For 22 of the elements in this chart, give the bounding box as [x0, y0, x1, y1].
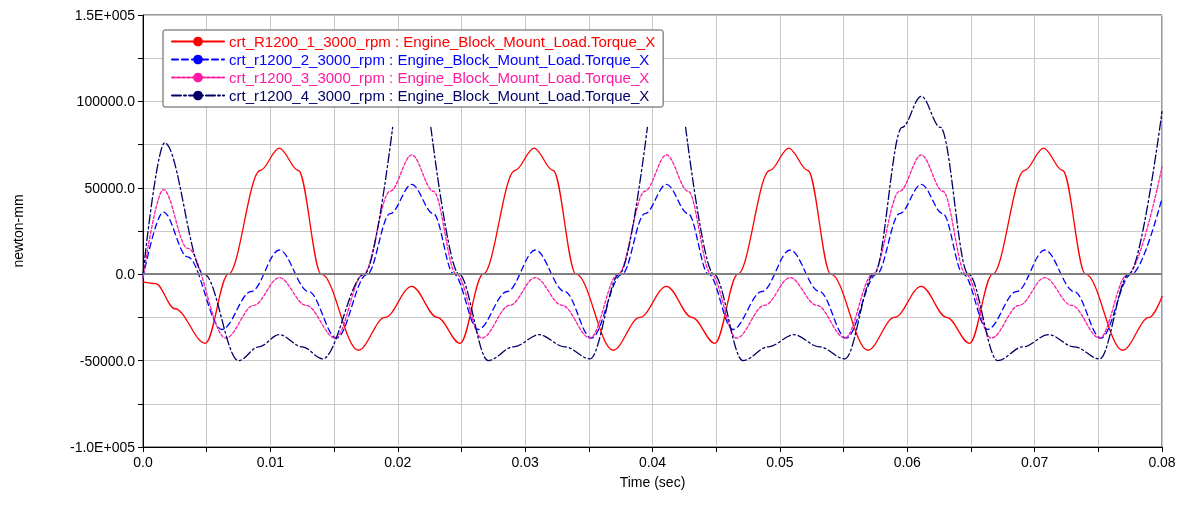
- y-tick-label: -1.0E+005: [70, 439, 136, 455]
- y-tick-label: 100000.0: [76, 93, 136, 110]
- y-tick-label: 50000.0: [84, 179, 136, 196]
- legend-label: crt_R1200_1_3000_rpm : Engine_Block_Mount_Load.Torque_X: [229, 33, 656, 50]
- x-tick-label: 0.03: [511, 454, 539, 470]
- x-tick-label: 0.0: [133, 454, 153, 470]
- line-series: [142, 183, 1163, 339]
- x-tick-label: 0.01: [256, 454, 285, 470]
- legend-label: crt_r1200_4_3000_rpm : Engine_Block_Mount_Load.Torque_X: [229, 87, 650, 104]
- x-tick-label: 0.05: [766, 454, 794, 470]
- x-tick-label: 0.08: [1148, 454, 1176, 470]
- x-tick-label: 0.04: [638, 454, 667, 470]
- y-axis-title: newton-mm: [10, 194, 26, 268]
- x-tick-label: 0.07: [1021, 454, 1049, 470]
- legend-label: crt_r1200_2_3000_rpm : Engine_Block_Mount_Load.Torque_X: [229, 51, 650, 68]
- legend-label: crt_r1200_3_3000_rpm : Engine_Block_Mount_Load.Torque_X: [229, 69, 650, 86]
- x-tick-label: 0.06: [893, 454, 922, 470]
- y-tick-label: 1.5E+005: [74, 7, 136, 23]
- x-tick-label: 0.02: [384, 454, 412, 470]
- y-tick-label: -50000.0: [79, 352, 136, 369]
- x-axis-title: Time (sec): [619, 474, 686, 490]
- y-tick-label: 0.0: [115, 266, 136, 283]
